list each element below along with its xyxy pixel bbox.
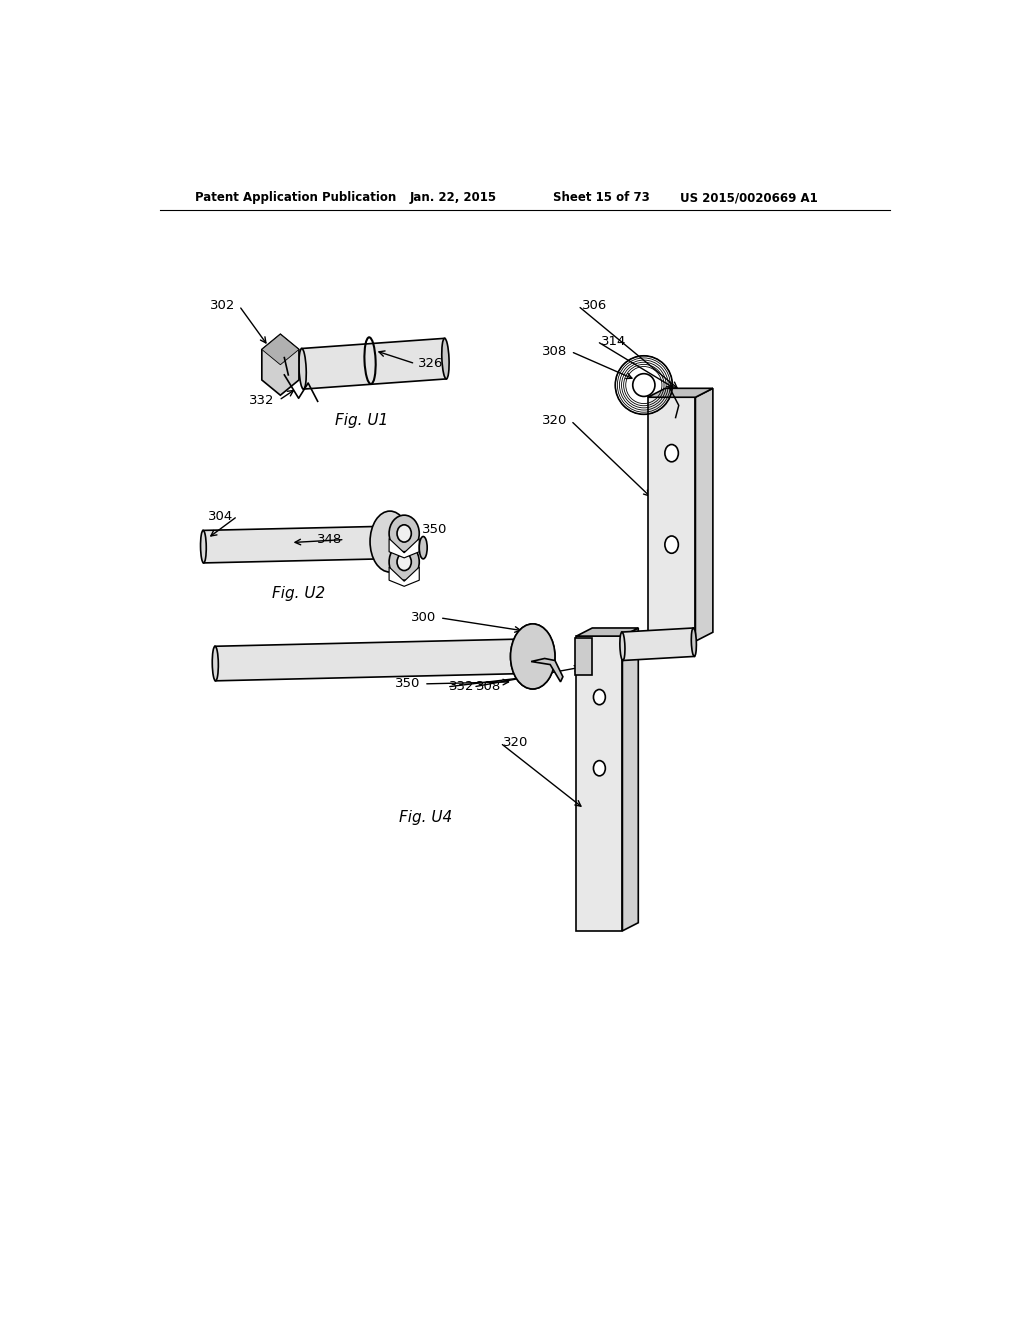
Text: Fig. U4: Fig. U4 — [399, 809, 453, 825]
Ellipse shape — [594, 760, 605, 776]
Polygon shape — [389, 539, 419, 558]
Ellipse shape — [212, 647, 218, 681]
Ellipse shape — [665, 536, 678, 553]
Polygon shape — [695, 388, 713, 642]
Polygon shape — [389, 568, 419, 586]
Ellipse shape — [633, 374, 655, 396]
Text: 320: 320 — [503, 737, 528, 750]
Text: 350: 350 — [422, 523, 447, 536]
Ellipse shape — [370, 511, 410, 572]
Polygon shape — [648, 397, 695, 642]
Text: 348: 348 — [317, 533, 342, 546]
Text: Jan. 22, 2015: Jan. 22, 2015 — [410, 191, 497, 205]
Ellipse shape — [441, 338, 450, 379]
Polygon shape — [203, 527, 382, 562]
Ellipse shape — [299, 348, 306, 389]
Ellipse shape — [389, 544, 419, 581]
Text: 332: 332 — [450, 680, 475, 693]
Ellipse shape — [620, 632, 625, 660]
Ellipse shape — [594, 689, 605, 705]
Ellipse shape — [397, 553, 412, 570]
Polygon shape — [577, 628, 638, 636]
Polygon shape — [215, 639, 517, 681]
Polygon shape — [262, 334, 299, 364]
Text: US 2015/0020669 A1: US 2015/0020669 A1 — [680, 191, 817, 205]
Text: 308: 308 — [542, 345, 567, 358]
Text: 308: 308 — [475, 680, 501, 693]
Polygon shape — [622, 628, 694, 660]
Text: 348: 348 — [300, 663, 325, 675]
Ellipse shape — [389, 515, 419, 552]
Polygon shape — [623, 628, 638, 931]
Text: Fig. U2: Fig. U2 — [272, 586, 326, 601]
Polygon shape — [648, 388, 713, 397]
Ellipse shape — [511, 624, 555, 689]
Text: 326: 326 — [655, 597, 681, 609]
Ellipse shape — [665, 445, 678, 462]
Text: Sheet 15 of 73: Sheet 15 of 73 — [553, 191, 649, 205]
Text: 350: 350 — [394, 677, 420, 690]
Ellipse shape — [419, 536, 427, 558]
Polygon shape — [577, 636, 623, 931]
Ellipse shape — [511, 624, 555, 689]
Text: 332: 332 — [249, 393, 274, 407]
Text: 306: 306 — [582, 300, 607, 313]
Ellipse shape — [201, 531, 206, 562]
Polygon shape — [531, 659, 563, 682]
Text: Fig. U3: Fig. U3 — [653, 463, 707, 478]
Text: 320: 320 — [542, 414, 567, 428]
Text: 300: 300 — [411, 611, 436, 624]
Polygon shape — [262, 334, 299, 395]
Ellipse shape — [397, 525, 412, 543]
Text: 326: 326 — [418, 358, 443, 370]
Polygon shape — [574, 638, 592, 675]
Text: Fig. U1: Fig. U1 — [336, 413, 389, 428]
Text: 314: 314 — [601, 335, 627, 348]
Ellipse shape — [691, 628, 696, 656]
Ellipse shape — [514, 639, 520, 673]
Ellipse shape — [379, 527, 385, 558]
Text: 302: 302 — [210, 300, 236, 313]
Polygon shape — [302, 338, 446, 389]
Text: 304: 304 — [208, 510, 233, 523]
Text: Patent Application Publication: Patent Application Publication — [196, 191, 396, 205]
